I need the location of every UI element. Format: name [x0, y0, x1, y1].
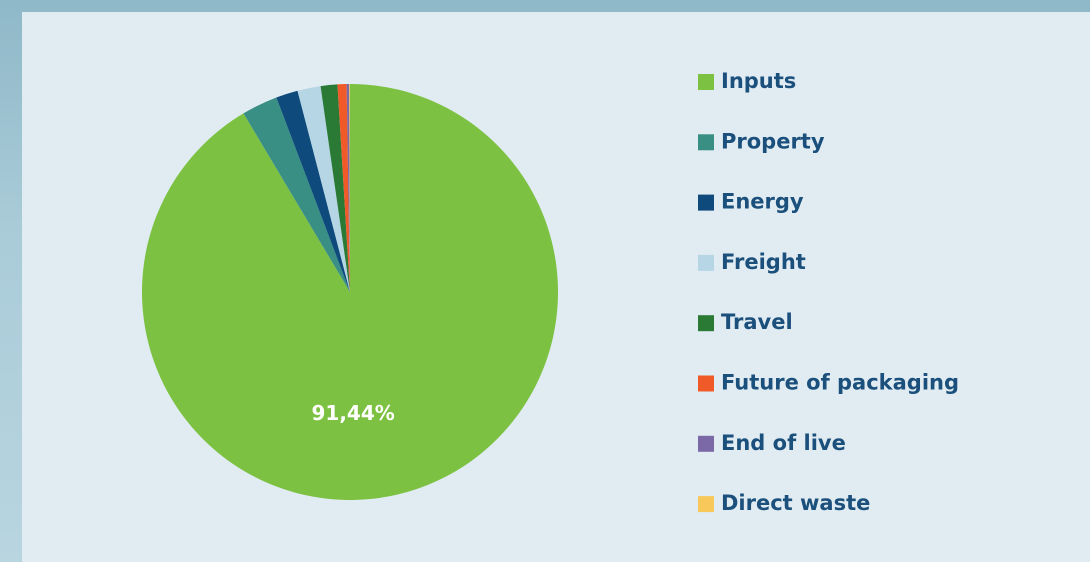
legend-swatch — [698, 134, 714, 151]
pie-slice — [297, 86, 350, 292]
pie-slice — [346, 84, 350, 292]
legend-label: Freight — [721, 250, 806, 274]
legend-label: Direct waste — [721, 491, 870, 515]
pie-slice — [320, 84, 350, 293]
legend-label: End of live — [721, 431, 846, 455]
legend-label: Inputs — [721, 69, 796, 93]
pie-slice — [337, 84, 350, 292]
legend-label: Future of packaging — [721, 371, 959, 395]
legend-label: Travel — [721, 310, 793, 334]
slice-label: 91,44% — [312, 401, 395, 425]
pie-slice — [243, 97, 350, 292]
legend-swatch — [698, 375, 714, 392]
legend-label: Property — [721, 129, 825, 153]
legend-swatch — [698, 74, 714, 90]
legend-swatch — [698, 496, 714, 513]
legend-swatch — [698, 315, 714, 332]
pie-slice — [142, 84, 558, 501]
legend-swatch — [698, 435, 714, 452]
legend-swatch — [698, 254, 714, 271]
legend-label: Energy — [721, 190, 804, 214]
pie-slice — [276, 90, 350, 292]
pie-slice — [349, 84, 350, 292]
legend-swatch — [698, 194, 714, 211]
